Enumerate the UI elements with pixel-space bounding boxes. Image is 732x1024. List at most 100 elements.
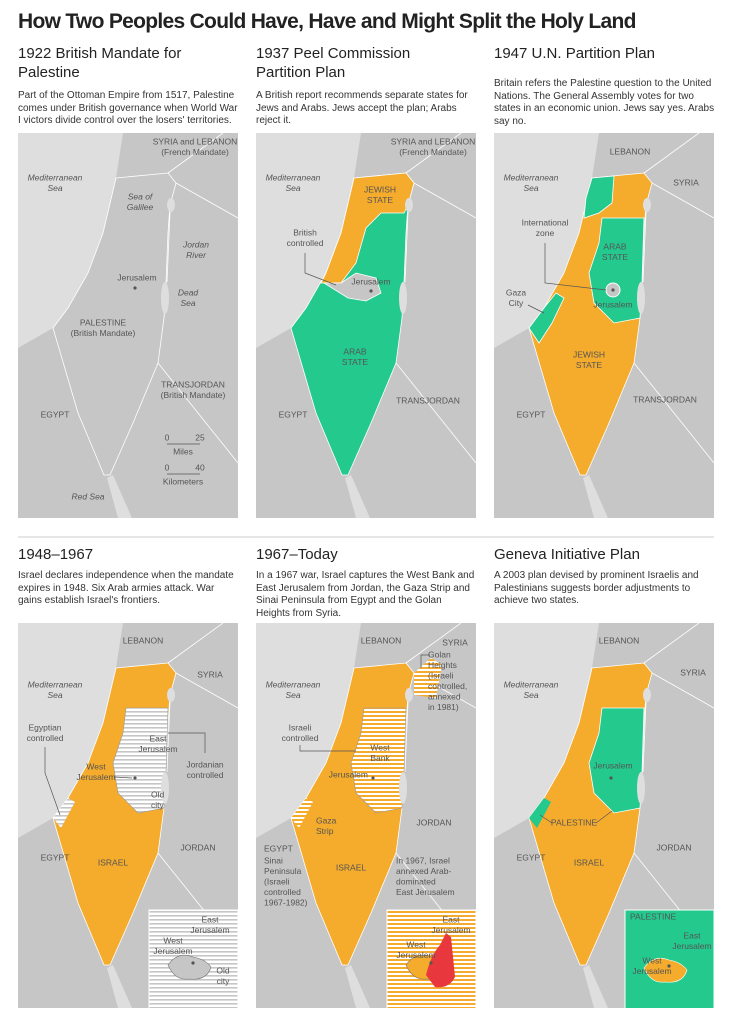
map-label: Jordanian bbox=[186, 759, 224, 769]
map-label: International bbox=[522, 217, 569, 227]
map-label: (British Mandate) bbox=[71, 328, 136, 338]
map-label: Jerusalem bbox=[117, 272, 156, 282]
map-label: Jordan bbox=[182, 239, 209, 249]
map-label: EGYPT bbox=[264, 843, 293, 853]
map-label: SYRIA and LEBANON bbox=[391, 136, 476, 146]
map-label: Mediterranean bbox=[266, 172, 321, 182]
map-label: Israeli bbox=[289, 722, 312, 732]
map-label: Jerusalem bbox=[431, 925, 470, 935]
panel-title: 1922 British Mandate for Palestine bbox=[18, 45, 182, 81]
map bbox=[18, 623, 238, 1008]
map-label: JORDAN bbox=[657, 842, 692, 852]
map-label: PALESTINE bbox=[630, 911, 676, 921]
map-label: TRANSJORDAN bbox=[633, 394, 697, 404]
map-label: (French Mandate) bbox=[161, 147, 229, 157]
map-label: city bbox=[151, 800, 165, 810]
map-label: British bbox=[293, 227, 317, 237]
map-label: Sea bbox=[47, 690, 62, 700]
map-label: in 1981) bbox=[428, 702, 459, 712]
map-label: West bbox=[406, 939, 426, 949]
map-label: (Israeli bbox=[428, 670, 454, 680]
scale-tick: 0 bbox=[165, 432, 170, 442]
map-label: Jerusalem bbox=[396, 950, 435, 960]
main-title: How Two Peoples Could Have, Have and Mig… bbox=[18, 10, 636, 33]
map-label: EGYPT bbox=[41, 852, 70, 862]
map-label: Jerusalem bbox=[138, 744, 177, 754]
map-label: EGYPT bbox=[517, 409, 546, 419]
map-label: STATE bbox=[602, 252, 628, 262]
map-label: Sea of bbox=[128, 191, 154, 201]
map-label: Jerusalem bbox=[190, 925, 229, 935]
map-label: Peninsula bbox=[264, 866, 302, 876]
map-label: Old bbox=[151, 789, 165, 799]
scale-tick: 25 bbox=[195, 432, 205, 442]
map-label: East Jerusalem bbox=[396, 887, 455, 897]
panel-title: 1937 Peel Commission Partition Plan bbox=[256, 45, 411, 81]
map-label: ISRAEL bbox=[336, 862, 367, 872]
map-label: LEBANON bbox=[361, 635, 402, 645]
panel-description: In a 1967 war, Israel captures the West … bbox=[256, 570, 475, 619]
map-label: LEBANON bbox=[610, 146, 651, 156]
map-label: West bbox=[370, 742, 390, 752]
map-label: LEBANON bbox=[123, 635, 164, 645]
map-label: East bbox=[149, 733, 167, 743]
map-label: Jerusalem bbox=[351, 276, 390, 286]
map-label: controlled bbox=[27, 733, 64, 743]
panel-title: 1947 U.N. Partition Plan bbox=[494, 45, 655, 62]
map-label: SYRIA bbox=[197, 669, 223, 679]
map-label: zone bbox=[536, 228, 555, 238]
map-label: STATE bbox=[576, 360, 602, 370]
map-label: ISRAEL bbox=[574, 857, 605, 867]
scale-unit: Miles bbox=[173, 446, 193, 456]
map-label: Jerusalem bbox=[329, 769, 368, 779]
map-label: Sea bbox=[285, 183, 300, 193]
map-label: SYRIA bbox=[673, 177, 699, 187]
map-label: STATE bbox=[367, 195, 393, 205]
map-label: SYRIA bbox=[442, 637, 468, 647]
map-label: (British Mandate) bbox=[161, 390, 226, 400]
map-label: East bbox=[201, 914, 219, 924]
scale-unit: Kilometers bbox=[163, 476, 203, 486]
map-label: Bank bbox=[370, 753, 390, 763]
map-label: (Israeli bbox=[264, 876, 290, 886]
map-label: SYRIA bbox=[680, 667, 706, 677]
map-label: controlled bbox=[187, 770, 224, 780]
map-label: Heights bbox=[428, 660, 457, 670]
map-label: LEBANON bbox=[599, 635, 640, 645]
map-label: Mediterranean bbox=[504, 172, 559, 182]
map-label: ISRAEL bbox=[98, 857, 129, 867]
map-label: Gaza bbox=[506, 287, 527, 297]
map-label: STATE bbox=[342, 357, 368, 367]
map-label: controlled bbox=[287, 238, 324, 248]
map-label: Sinai bbox=[264, 855, 283, 865]
map-label: TRANSJORDAN bbox=[161, 379, 225, 389]
map-label: Sea bbox=[523, 690, 538, 700]
map-label: Jerusalem bbox=[593, 760, 632, 770]
map-label: annexed bbox=[428, 691, 461, 701]
panel-title: 1948–1967 bbox=[18, 546, 94, 563]
panel-description: Britain refers the Palestine question to… bbox=[494, 78, 715, 127]
map-label: city bbox=[217, 976, 231, 986]
map-label: Jerusalem bbox=[593, 299, 632, 309]
panel-description: A 2003 plan devised by prominent Israeli… bbox=[494, 570, 699, 606]
map-label: JORDAN bbox=[417, 817, 452, 827]
panel-description: A British report recommends separate sta… bbox=[256, 90, 468, 126]
map-label: East bbox=[683, 930, 701, 940]
map-label: ARAB bbox=[343, 346, 366, 356]
map-label: Mediterranean bbox=[28, 172, 83, 182]
map-label: (French Mandate) bbox=[399, 147, 467, 157]
map bbox=[256, 133, 476, 518]
map-label: controlled bbox=[264, 887, 301, 897]
map-label: EGYPT bbox=[517, 852, 546, 862]
map-label: Golan bbox=[428, 649, 451, 659]
map-label: JEWISH bbox=[364, 184, 396, 194]
map-label: 1967-1982) bbox=[264, 897, 308, 907]
map-label: SYRIA and LEBANON bbox=[153, 136, 238, 146]
scale-tick: 40 bbox=[195, 462, 205, 472]
map-label: dominated bbox=[396, 876, 436, 886]
map-labels: LEBANONSYRIAMediterraneanSeaEgyptiancont… bbox=[27, 635, 231, 986]
